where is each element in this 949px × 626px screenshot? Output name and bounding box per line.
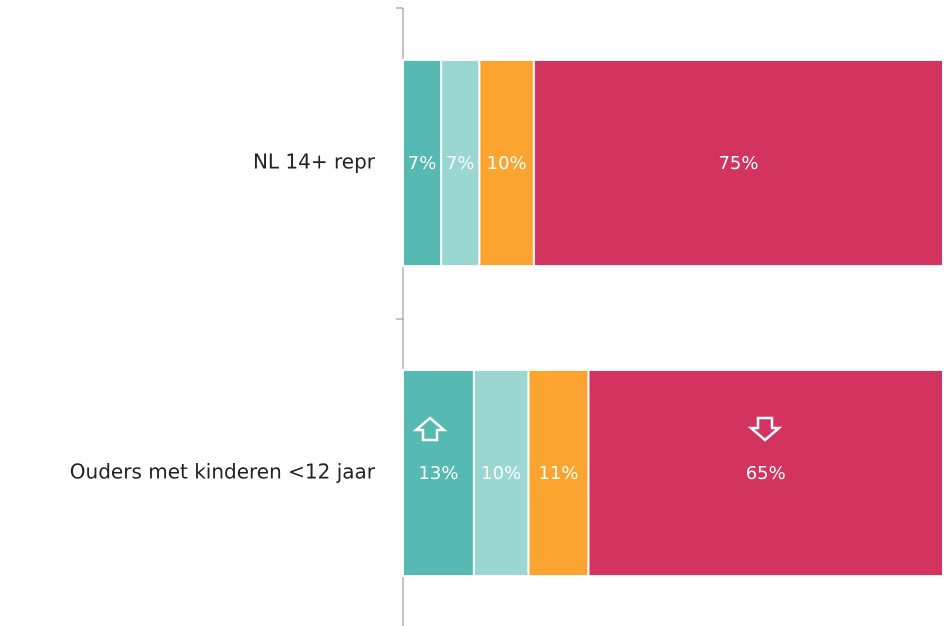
up-arrow-icon xyxy=(412,416,448,442)
value-label: 65% xyxy=(746,463,786,484)
down-arrow-icon xyxy=(747,416,783,442)
bar-segment xyxy=(402,58,443,268)
value-label: 7% xyxy=(408,153,437,174)
bar-segment xyxy=(402,368,475,578)
value-label: 75% xyxy=(718,153,758,174)
category-label: NL 14+ repr xyxy=(253,150,376,174)
value-label: 10% xyxy=(481,463,521,484)
bar-segment xyxy=(587,368,944,578)
value-label: 11% xyxy=(538,463,578,484)
bar-segment xyxy=(532,58,945,268)
value-label: 7% xyxy=(446,153,475,174)
value-label: 10% xyxy=(487,153,527,174)
bars: 7% 7% 10% 75% 13% 10% 11% 65% xyxy=(402,58,945,578)
bar-segment xyxy=(472,368,530,578)
value-label: 13% xyxy=(418,463,458,484)
category-label: Ouders met kinderen <12 jaar xyxy=(70,460,376,484)
bar-segment xyxy=(440,58,481,268)
bar-segment xyxy=(478,58,535,268)
